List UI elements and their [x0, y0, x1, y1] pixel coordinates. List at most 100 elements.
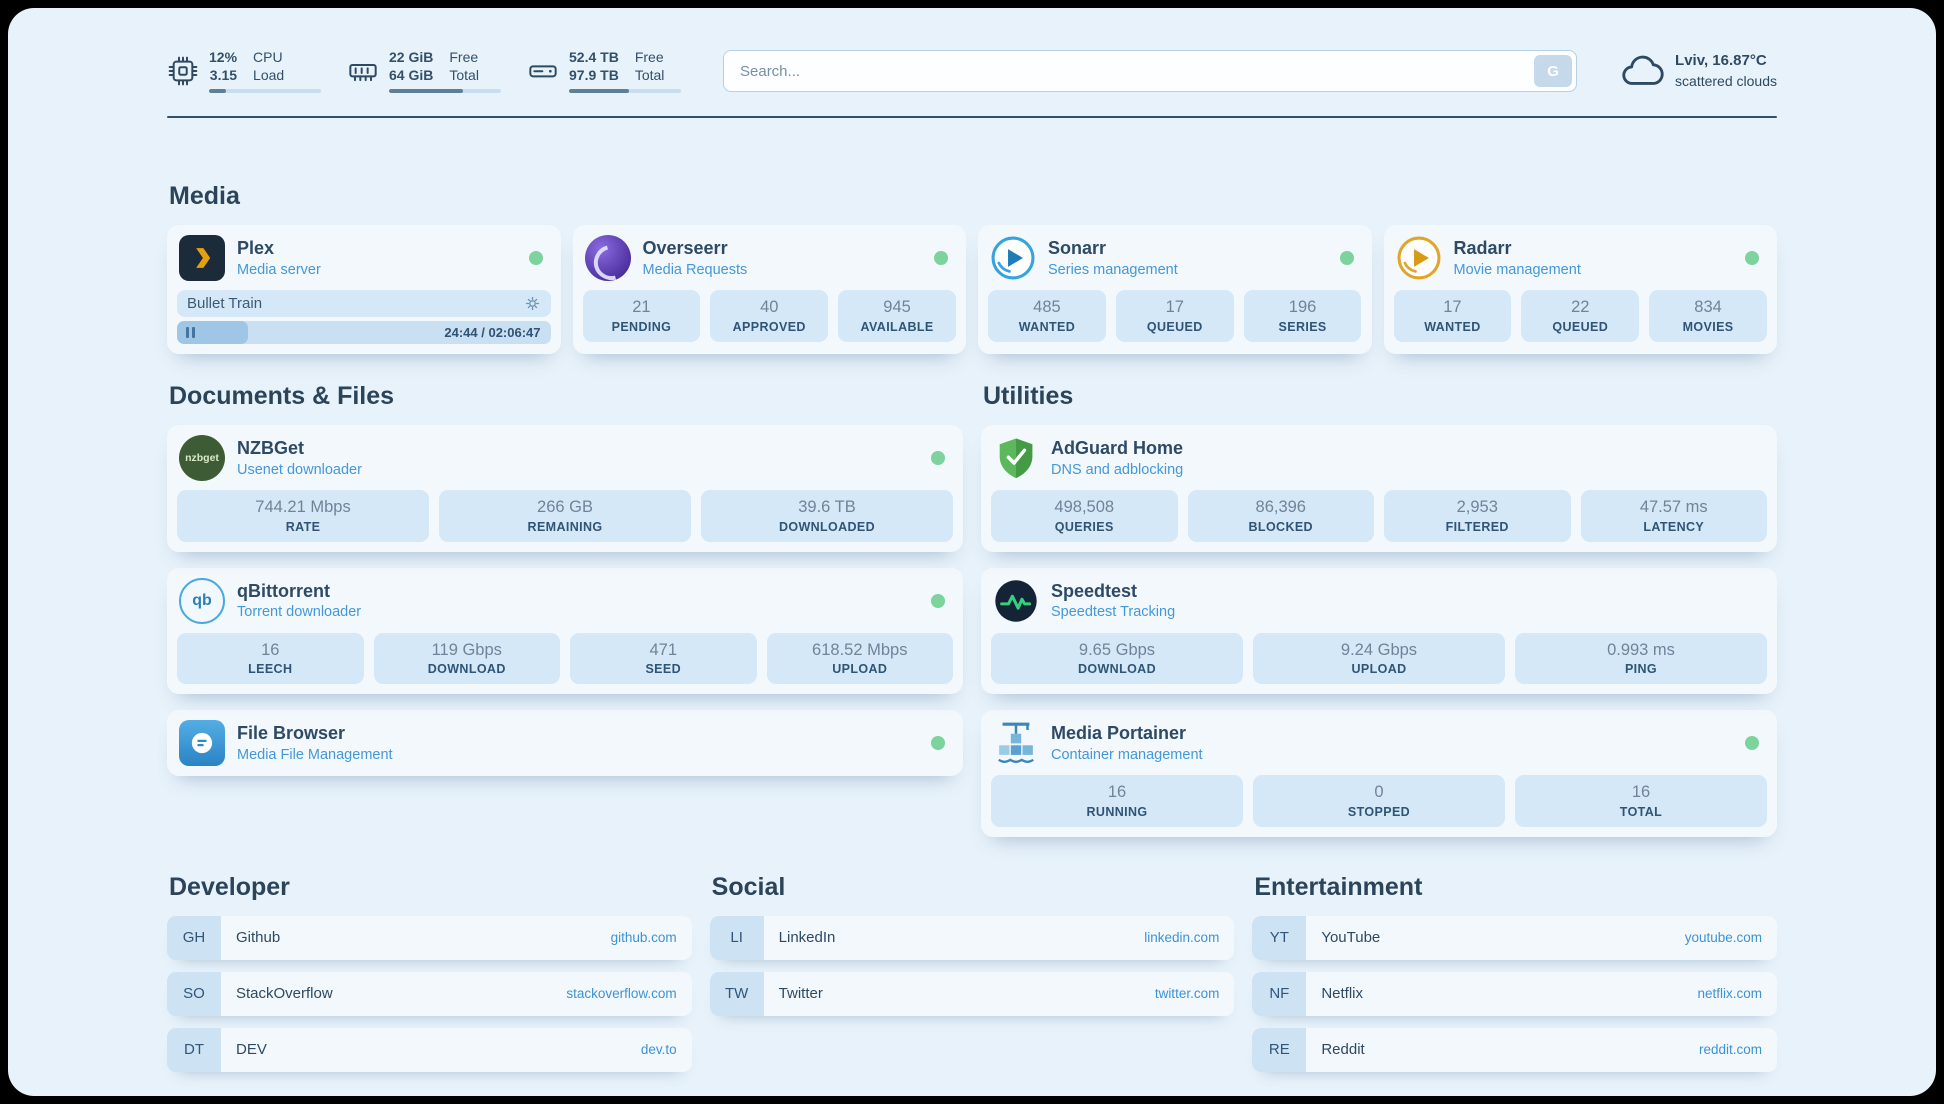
bookmark-url: netflix.com — [1697, 986, 1762, 1002]
memory-icon — [347, 55, 379, 87]
stat-filtered: 2,953 FILTERED — [1384, 490, 1571, 542]
portainer-status-dot — [1745, 736, 1759, 751]
filebrowser-card: File Browser Media File Management — [167, 710, 963, 777]
section-documents: Documents & Files nzbget NZBGet Usenet d… — [167, 382, 963, 777]
speedtest-icon — [993, 578, 1039, 624]
bookmark-abbr: LI — [709, 915, 764, 960]
plex-subtitle: Media server — [237, 261, 321, 278]
bookmark-reddit[interactable]: RE Reddit reddit.com — [1252, 1027, 1777, 1072]
bookmark-linkedin[interactable]: LI LinkedIn linkedin.com — [709, 915, 1235, 960]
gear-icon[interactable] — [524, 295, 541, 312]
qbittorrent-name: qBittorrent — [237, 580, 330, 601]
sonarr-icon — [990, 235, 1036, 281]
stat-downloaded: 39.6 TB DOWNLOADED — [701, 490, 953, 542]
disk-widget: 52.4 TB 97.9 TB Free Total — [527, 49, 681, 93]
sonarr-card: Sonarr Series management 485 WANTED 17 Q… — [978, 225, 1372, 354]
search-provider-button[interactable]: G — [1534, 55, 1573, 87]
stat-queued: 17 QUEUED — [1115, 290, 1234, 342]
cpu-icon — [167, 55, 199, 87]
qbittorrent-link[interactable]: qb qBittorrent Torrent downloader — [177, 577, 953, 624]
stat-queries: 498,508 QUERIES — [991, 490, 1178, 542]
speedtest-card: Speedtest Speedtest Tracking 9.65 Gbps D… — [981, 567, 1777, 695]
bookmark-abbr: RE — [1252, 1027, 1307, 1072]
nzbget-link[interactable]: nzbget NZBGet Usenet downloader — [177, 435, 953, 481]
bookmark-netflix[interactable]: NF Netflix netflix.com — [1252, 971, 1777, 1016]
search-input[interactable] — [723, 50, 1578, 92]
bookmark-abbr: YT — [1252, 915, 1307, 960]
overseerr-status-dot — [934, 251, 948, 265]
documents-heading: Documents & Files — [169, 382, 395, 410]
radarr-icon — [1396, 235, 1442, 281]
radarr-subtitle: Movie management — [1453, 261, 1581, 278]
disk-free-label: Free — [634, 49, 664, 65]
weather-widget: Lviv, 16.87°C scattered clouds — [1619, 48, 1777, 94]
nzbget-icon: nzbget — [179, 435, 225, 481]
disk-icon — [527, 55, 559, 87]
disk-free-value: 52.4 TB — [569, 49, 619, 65]
speedtest-link[interactable]: Speedtest Speedtest Tracking — [991, 578, 1767, 624]
plex-card: Plex Media server Bullet Train — [167, 225, 561, 354]
bookmark-name: Netflix — [1321, 985, 1364, 1003]
dashboard-page: 12% 3.15 CPU Load — [8, 8, 1936, 1096]
cpu-load-label: Load — [253, 66, 285, 83]
cpu-usage-value: 12% — [209, 49, 238, 65]
bookmark-abbr: SO — [167, 971, 221, 1016]
plex-icon — [179, 235, 225, 281]
overseerr-link[interactable]: Overseerr Media Requests — [583, 235, 957, 281]
disk-progress-bar — [569, 89, 681, 93]
filebrowser-status-dot — [931, 736, 945, 751]
memory-free-label: Free — [449, 49, 479, 65]
memory-free-value: 22 GiB — [389, 49, 434, 65]
bookmark-name: StackOverflow — [236, 985, 333, 1003]
bookmark-github[interactable]: GH Github github.com — [167, 915, 692, 960]
stat-available: 945 AVAILABLE — [838, 290, 956, 342]
portainer-card: Media Portainer Container management 16 … — [981, 710, 1777, 837]
memory-progress-bar — [389, 89, 501, 93]
radarr-link[interactable]: Radarr Movie management — [1394, 235, 1768, 281]
portainer-link[interactable]: Media Portainer Container management — [991, 720, 1767, 766]
stat-download: 9.65 Gbps DOWNLOAD — [991, 632, 1243, 685]
bookmark-url: youtube.com — [1684, 930, 1762, 946]
now-playing-title: Bullet Train — [187, 295, 263, 312]
stat-total: 16 TOTAL — [1515, 775, 1767, 827]
adguard-link[interactable]: AdGuard Home DNS and adblocking — [991, 435, 1767, 481]
sonarr-link[interactable]: Sonarr Series management — [988, 235, 1362, 281]
bookmark-name: Reddit — [1321, 1041, 1365, 1059]
filebrowser-subtitle: Media File Management — [237, 747, 393, 764]
bookmark-twitter[interactable]: TW Twitter twitter.com — [709, 971, 1235, 1016]
overseerr-subtitle: Media Requests — [642, 261, 748, 278]
disk-progress-fill — [569, 89, 630, 93]
pause-icon — [186, 327, 189, 338]
bookmark-youtube[interactable]: YT YouTube youtube.com — [1252, 915, 1777, 960]
playback-progress-bar: 24:44 / 02:06:47 — [177, 321, 551, 344]
bookmark-abbr: NF — [1252, 971, 1307, 1016]
bookmark-stackoverflow[interactable]: SO StackOverflow stackoverflow.com — [167, 971, 692, 1016]
section-developer: Developer GH Github github.com SO StackO… — [167, 873, 692, 1072]
bookmark-name: YouTube — [1321, 929, 1381, 947]
adguard-subtitle: DNS and adblocking — [1051, 461, 1184, 478]
qbittorrent-subtitle: Torrent downloader — [237, 604, 362, 621]
memory-widget: 22 GiB 64 GiB Free Total — [347, 49, 501, 93]
bookmark-name: DEV — [236, 1041, 267, 1059]
speedtest-subtitle: Speedtest Tracking — [1051, 604, 1176, 621]
entertainment-heading: Entertainment — [1254, 872, 1423, 901]
stat-movies: 834 MOVIES — [1649, 290, 1767, 342]
stat-approved: 40 APPROVED — [710, 290, 829, 342]
stat-pending: 21 PENDING — [582, 290, 701, 342]
radarr-card: Radarr Movie management 17 WANTED 22 QUE… — [1383, 225, 1777, 354]
bookmark-name: Twitter — [778, 985, 823, 1003]
bookmark-dev[interactable]: DT DEV dev.to — [167, 1027, 692, 1072]
stat-stopped: 0 STOPPED — [1253, 775, 1505, 827]
nzbget-card: nzbget NZBGet Usenet downloader 744.21 M… — [167, 425, 963, 552]
stat-blocked: 86,396 BLOCKED — [1187, 490, 1374, 542]
weather-condition: scattered clouds — [1675, 72, 1777, 89]
nzbget-name: NZBGet — [237, 438, 304, 459]
plex-link[interactable]: Plex Media server — [177, 235, 551, 281]
qbittorrent-status-dot — [931, 593, 945, 608]
weather-location: Lviv, 16.87°C — [1675, 52, 1767, 70]
cpu-widget: 12% 3.15 CPU Load — [167, 49, 321, 93]
sonarr-status-dot — [1339, 251, 1354, 265]
stat-remaining: 266 GB REMAINING — [439, 490, 691, 542]
cpu-progress-fill — [209, 89, 226, 93]
filebrowser-link[interactable]: File Browser Media File Management — [177, 720, 953, 767]
